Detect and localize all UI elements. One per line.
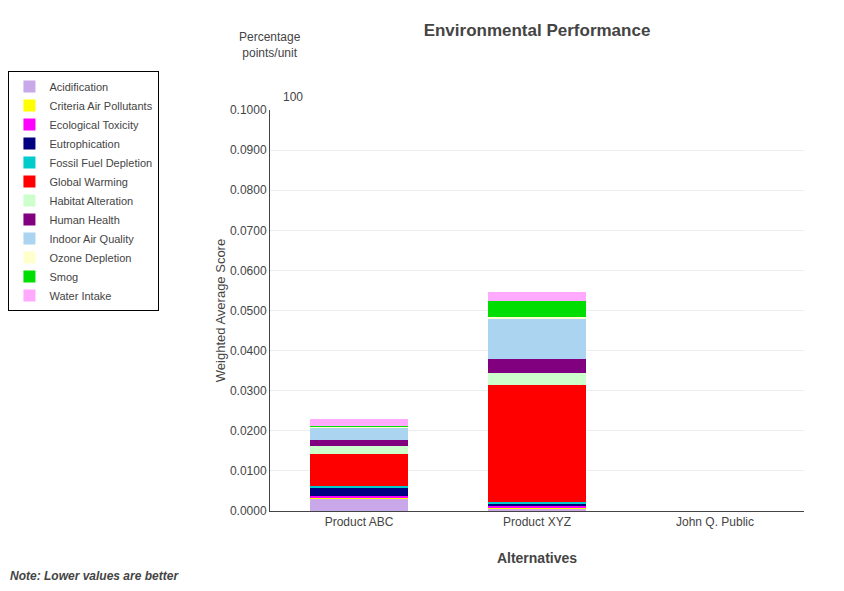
svg-text:0.1000: 0.1000 bbox=[230, 103, 267, 117]
svg-text:0.0900: 0.0900 bbox=[230, 143, 267, 157]
svg-text:Acidification: Acidification bbox=[49, 81, 108, 93]
svg-text:0.0200: 0.0200 bbox=[230, 424, 267, 438]
svg-text:0.0000: 0.0000 bbox=[230, 504, 267, 518]
svg-text:Habitat Alteration: Habitat Alteration bbox=[49, 195, 133, 207]
svg-text:Percentagepoints/unit: Percentagepoints/unit bbox=[239, 30, 301, 60]
svg-text:Eutrophication: Eutrophication bbox=[49, 138, 119, 150]
svg-text:Ecological Toxicity: Ecological Toxicity bbox=[49, 119, 139, 131]
svg-text:Weighted Average Score: Weighted Average Score bbox=[213, 239, 228, 382]
svg-text:Indoor Air Quality: Indoor Air Quality bbox=[49, 233, 134, 245]
svg-text:Product ABC: Product ABC bbox=[325, 515, 394, 529]
svg-text:Smog: Smog bbox=[49, 271, 78, 283]
svg-text:John Q. Public: John Q. Public bbox=[676, 515, 754, 529]
svg-text:Fossil Fuel Depletion: Fossil Fuel Depletion bbox=[49, 157, 152, 169]
svg-text:0.0700: 0.0700 bbox=[230, 224, 267, 238]
svg-text:0.0500: 0.0500 bbox=[230, 304, 267, 318]
svg-text:0.0400: 0.0400 bbox=[230, 344, 267, 358]
svg-text:0.0600: 0.0600 bbox=[230, 264, 267, 278]
svg-text:Global Warming: Global Warming bbox=[49, 176, 127, 188]
svg-text:100: 100 bbox=[283, 90, 303, 104]
svg-text:0.0100: 0.0100 bbox=[230, 464, 267, 478]
svg-text:Environmental Performance: Environmental Performance bbox=[424, 21, 651, 40]
svg-text:Note: Lower values are better: Note: Lower values are better bbox=[10, 569, 179, 583]
svg-text:0.0300: 0.0300 bbox=[230, 384, 267, 398]
svg-text:Alternatives: Alternatives bbox=[497, 550, 577, 566]
svg-text:Ozone Depletion: Ozone Depletion bbox=[49, 252, 131, 264]
svg-text:Criteria Air Pollutants: Criteria Air Pollutants bbox=[49, 100, 152, 112]
svg-text:Human Health: Human Health bbox=[49, 214, 119, 226]
svg-text:Water Intake: Water Intake bbox=[49, 290, 111, 302]
svg-text:0.0800: 0.0800 bbox=[230, 183, 267, 197]
svg-text:Product XYZ: Product XYZ bbox=[503, 515, 571, 529]
